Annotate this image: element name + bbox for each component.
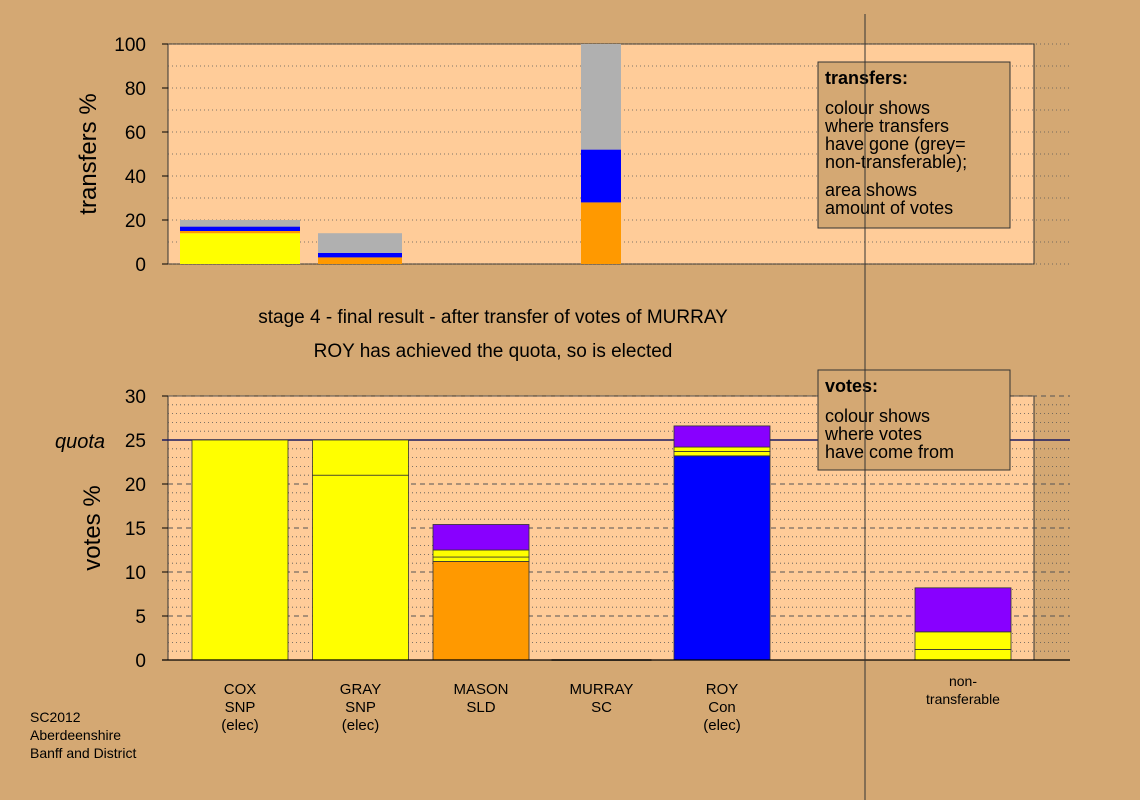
transfer-bar-segment [180,220,300,227]
legend-title: transfers: [825,68,908,88]
source-line: Banff and District [30,745,137,761]
vote-bar-segment [432,549,530,558]
y-tick-label: 80 [125,79,146,100]
vote-bar-segment [312,474,409,661]
chart-subtitle: ROY has achieved the quota, so is electe… [314,341,673,362]
vote-bar-segment [673,446,771,452]
transfer-bar-segment [180,231,300,234]
category-label: SNP [225,699,256,716]
y-tick-label: 5 [135,607,146,628]
legend-line: colour shows [825,406,930,426]
transfer-bar-segment [318,233,402,253]
legend-title: votes: [825,376,878,396]
y-tick-label: 100 [114,35,146,56]
vote-bar-segment [914,649,1012,661]
y-tick-label: 20 [125,475,146,496]
category-label: SNP [345,699,376,716]
legend-line: where transfers [824,116,949,136]
category-label: SC [591,699,612,716]
legend-votes [817,369,1011,471]
legend-line: amount of votes [825,198,953,218]
y-tick-label: 30 [125,387,146,408]
transfer-bar-segment [581,202,621,264]
vote-bar-segment [191,439,289,661]
legend-line: colour shows [825,98,930,118]
y-tick-label: 25 [125,431,146,452]
source-info: SC2012 Aberdeenshire Banff and District [30,708,136,762]
source-line: Aberdeenshire [30,727,122,743]
vote-bar-segment [914,587,1012,633]
vote-bar-segment [914,631,1012,650]
legend-line: where votes [824,424,922,444]
category-label: GRAY [340,681,381,698]
category-label: COX [224,681,257,698]
legend-line: have gone (grey= [825,134,966,154]
category-label: (elec) [342,717,380,734]
source-line: SC2012 [30,709,81,725]
vote-bar-segment [432,556,530,562]
category-label: non- [949,673,977,689]
legend-line: have come from [825,442,954,462]
legend-transfers [817,61,1011,229]
transfer-bar-segment [318,253,402,258]
transfer-bar-segment [581,44,621,150]
legend-line: area shows [825,180,917,200]
category-label: MASON [453,681,508,698]
vote-bar-segment [432,524,530,551]
vote-bar-segment [673,425,771,448]
legend-line: non-transferable); [825,152,967,172]
category-label: transferable [926,691,1000,707]
category-label: (elec) [221,717,259,734]
y-tick-label: 20 [125,211,146,232]
y-axis-label: transfers % [75,93,102,214]
chart-title: stage 4 - final result - after transfer … [258,307,728,328]
category-label: SLD [466,699,495,716]
y-tick-label: 0 [135,255,146,276]
vote-bar-segment [432,561,530,661]
vote-bar-segment [673,455,771,661]
y-tick-label: 60 [125,123,146,144]
y-tick-label: 40 [125,167,146,188]
category-label: Con [708,699,736,716]
category-label: MURRAY [570,681,634,698]
y-axis-label: votes % [79,485,106,570]
category-label: ROY [706,681,739,698]
transfer-bar-segment [581,149,621,203]
vote-bar-segment [673,451,771,457]
y-tick-label: 10 [125,563,146,584]
y-tick-label: 0 [135,651,146,672]
transfer-bar-segment [180,226,300,231]
category-label: (elec) [703,717,741,734]
vote-bar-segment [312,439,409,476]
y-tick-label: 15 [125,519,146,540]
quota-label: quota [55,431,105,453]
transfer-bar-segment [318,257,402,264]
transfer-bar-segment [180,233,300,264]
